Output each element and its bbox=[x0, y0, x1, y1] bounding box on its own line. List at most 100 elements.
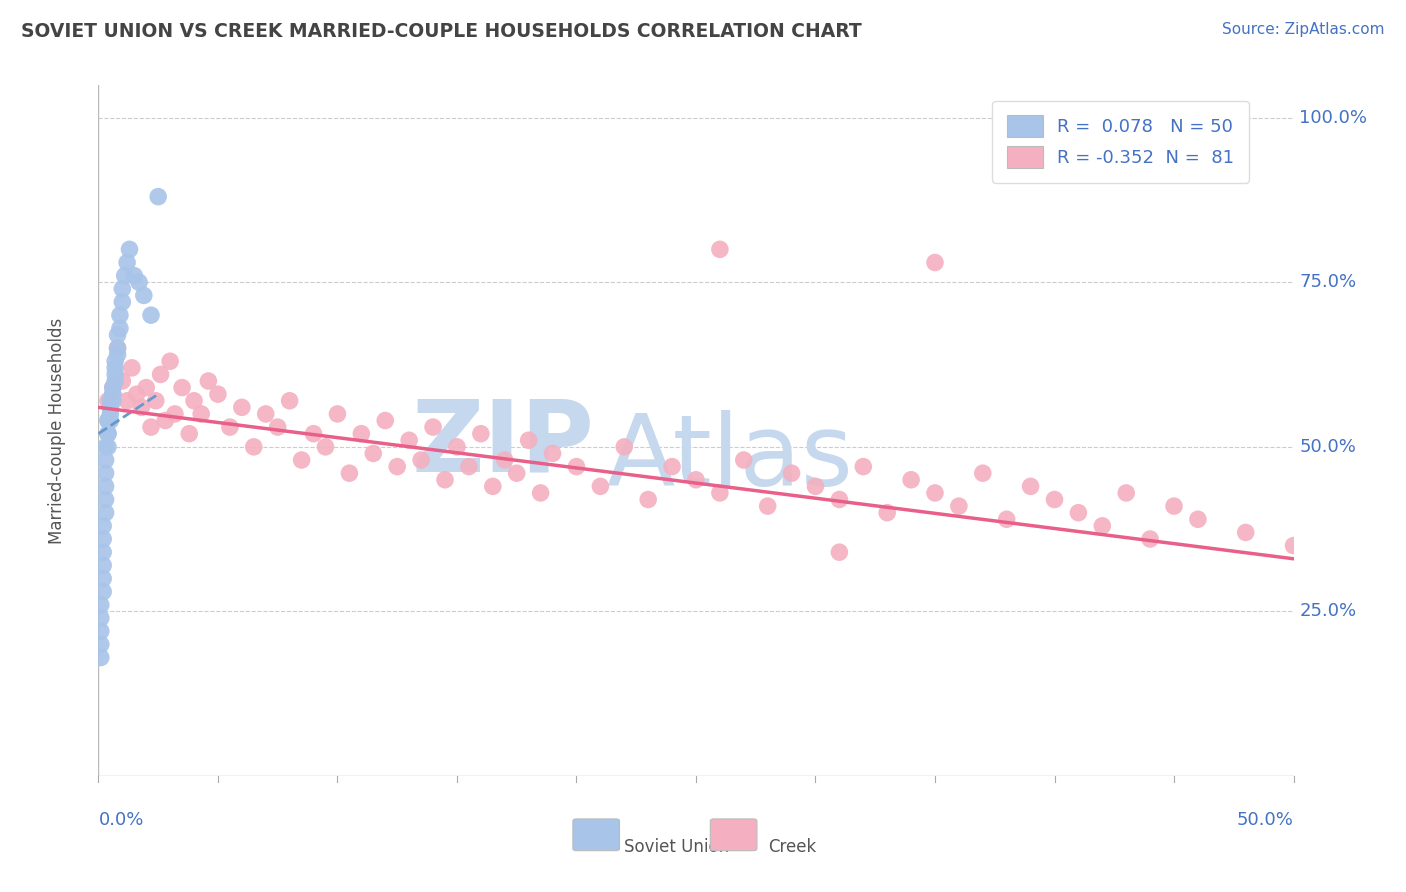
Point bbox=[172, 381, 194, 395]
Text: Source: ZipAtlas.com: Source: ZipAtlas.com bbox=[1222, 22, 1385, 37]
Text: Creek: Creek bbox=[768, 838, 815, 856]
Point bbox=[506, 466, 529, 480]
Point bbox=[139, 308, 162, 322]
Point bbox=[94, 492, 117, 507]
Point bbox=[1067, 506, 1090, 520]
Point bbox=[589, 479, 612, 493]
Point bbox=[104, 354, 127, 368]
FancyBboxPatch shape bbox=[572, 819, 620, 851]
Point bbox=[163, 407, 186, 421]
Point bbox=[876, 506, 898, 520]
Point bbox=[517, 434, 540, 448]
Point bbox=[98, 401, 122, 415]
Point bbox=[326, 407, 349, 421]
Point bbox=[481, 479, 505, 493]
Point bbox=[135, 381, 157, 395]
Point bbox=[125, 387, 148, 401]
Point bbox=[94, 466, 117, 480]
Legend: R =  0.078   N = 50, R = -0.352  N =  81: R = 0.078 N = 50, R = -0.352 N = 81 bbox=[993, 101, 1249, 183]
Point bbox=[114, 268, 136, 283]
Point bbox=[398, 434, 420, 448]
Point bbox=[97, 426, 120, 441]
Point bbox=[149, 368, 172, 382]
Point bbox=[1043, 492, 1066, 507]
Point bbox=[733, 453, 755, 467]
Point bbox=[1282, 539, 1305, 553]
Point bbox=[101, 387, 124, 401]
Point bbox=[115, 255, 138, 269]
Point bbox=[98, 401, 122, 415]
Point bbox=[131, 401, 153, 415]
Point bbox=[637, 492, 659, 507]
Point bbox=[1115, 486, 1137, 500]
Point bbox=[101, 387, 124, 401]
Point bbox=[97, 413, 120, 427]
Point bbox=[97, 413, 120, 427]
Point bbox=[470, 426, 492, 441]
Point bbox=[374, 413, 396, 427]
Point bbox=[804, 479, 827, 493]
Point bbox=[828, 545, 851, 559]
Point bbox=[541, 446, 564, 460]
Point bbox=[91, 584, 114, 599]
Point bbox=[111, 374, 134, 388]
Text: Soviet Union: Soviet Union bbox=[624, 838, 730, 856]
Point bbox=[101, 381, 124, 395]
Point bbox=[530, 486, 553, 500]
Text: 0.0%: 0.0% bbox=[98, 811, 143, 829]
Point bbox=[948, 499, 970, 513]
Point bbox=[98, 393, 122, 408]
Point bbox=[1234, 525, 1257, 540]
Point bbox=[108, 308, 131, 322]
Point bbox=[924, 486, 946, 500]
Point bbox=[91, 558, 114, 573]
Point bbox=[94, 479, 117, 493]
Point bbox=[98, 413, 122, 427]
Point bbox=[183, 393, 205, 408]
Point bbox=[111, 295, 134, 310]
Point bbox=[995, 512, 1018, 526]
Point bbox=[101, 393, 124, 408]
Point bbox=[1187, 512, 1209, 526]
Point bbox=[97, 393, 120, 408]
Point bbox=[108, 321, 131, 335]
Text: 50.0%: 50.0% bbox=[1237, 811, 1294, 829]
Point bbox=[179, 426, 201, 441]
Point bbox=[254, 407, 277, 421]
Point bbox=[685, 473, 707, 487]
Point bbox=[94, 453, 117, 467]
Point bbox=[709, 486, 731, 500]
Point bbox=[90, 624, 112, 639]
Point bbox=[613, 440, 636, 454]
Point bbox=[661, 459, 683, 474]
Point bbox=[94, 506, 117, 520]
Point bbox=[385, 459, 409, 474]
Point bbox=[90, 611, 112, 625]
Point bbox=[446, 440, 468, 454]
Point bbox=[121, 360, 143, 375]
Point bbox=[115, 393, 138, 408]
Text: Atlas: Atlas bbox=[606, 409, 853, 507]
Point bbox=[94, 440, 117, 454]
Point bbox=[145, 393, 167, 408]
Point bbox=[494, 453, 516, 467]
Point bbox=[709, 243, 731, 257]
Point bbox=[339, 466, 361, 480]
Point bbox=[1163, 499, 1185, 513]
Point bbox=[148, 189, 170, 203]
Point bbox=[107, 348, 129, 362]
Point bbox=[124, 268, 146, 283]
Point bbox=[458, 459, 481, 474]
Point bbox=[101, 381, 124, 395]
FancyBboxPatch shape bbox=[710, 819, 756, 851]
Point bbox=[434, 473, 457, 487]
Point bbox=[107, 327, 129, 342]
Point bbox=[90, 650, 112, 665]
Point bbox=[900, 473, 922, 487]
Point bbox=[104, 374, 127, 388]
Point bbox=[207, 387, 229, 401]
Text: 100.0%: 100.0% bbox=[1299, 109, 1368, 127]
Point bbox=[91, 532, 114, 546]
Text: SOVIET UNION VS CREEK MARRIED-COUPLE HOUSEHOLDS CORRELATION CHART: SOVIET UNION VS CREEK MARRIED-COUPLE HOU… bbox=[21, 22, 862, 41]
Point bbox=[197, 374, 219, 388]
